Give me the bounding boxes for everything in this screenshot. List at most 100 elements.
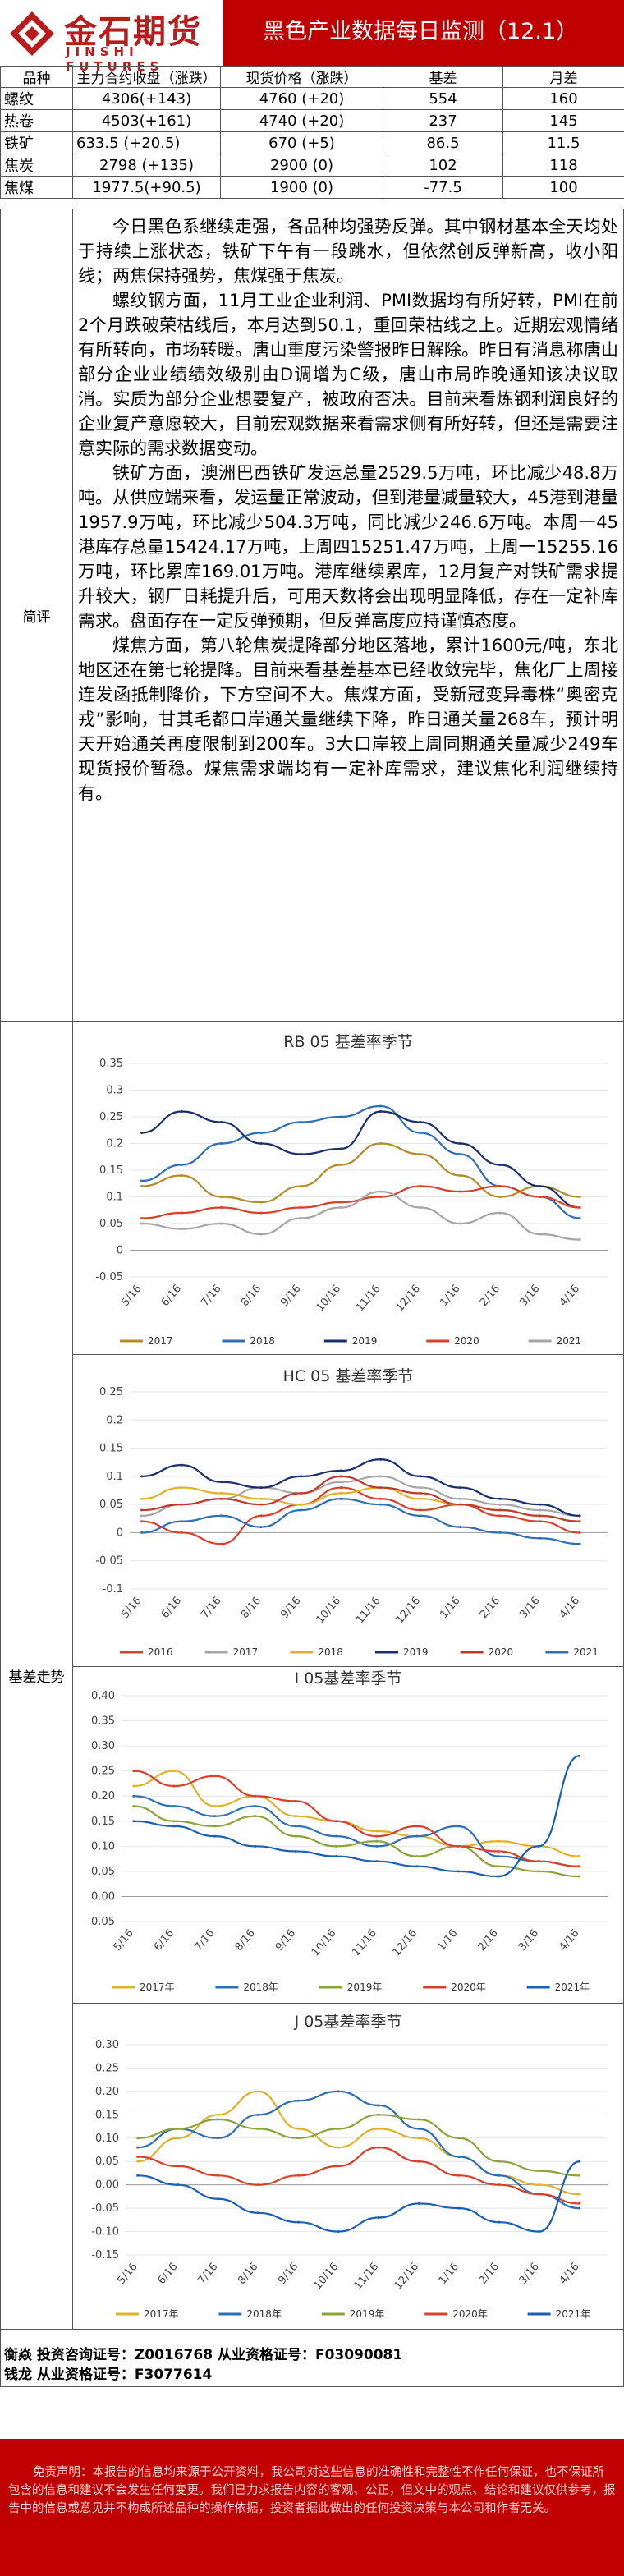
data-point <box>578 2206 581 2210</box>
data-point <box>337 2230 340 2234</box>
spot-price: 1900 (0) <box>220 176 383 199</box>
data-point <box>419 1185 422 1187</box>
x-tick-label: 9/16 <box>276 2261 301 2287</box>
y-tick-label: 0.15 <box>99 1443 123 1455</box>
x-tick-label: 1/16 <box>438 1595 462 1621</box>
data-point <box>177 2127 180 2130</box>
x-tick-label: 9/16 <box>278 1595 303 1621</box>
x-tick-group: 1/16 <box>438 1283 462 1309</box>
chart-hc05: HC 05 基差率季节 -0.1 -0.05 0 0.05 0.1 0.15 0.2 0.25 5… <box>72 1355 624 1667</box>
y-tick-label: 0.35 <box>91 1715 115 1728</box>
y-tick-label: 0.30 <box>91 1740 115 1752</box>
data-point <box>456 1844 459 1848</box>
x-tick-label: 11/16 <box>354 1283 383 1314</box>
series-line <box>141 1498 580 1545</box>
data-point <box>379 1104 383 1108</box>
data-point <box>498 1185 502 1187</box>
data-point <box>217 2118 220 2121</box>
data-point <box>498 1497 502 1500</box>
data-point <box>132 1794 135 1798</box>
data-point <box>172 1804 176 1807</box>
data-point <box>220 1481 223 1484</box>
legend-label: 2017 <box>233 1646 259 1658</box>
table-row: 焦煤 1977.5(+90.5) 1900 (0) -77.5 100 <box>0 176 624 199</box>
data-point <box>497 1839 500 1843</box>
data-point <box>539 1536 542 1540</box>
commentary-paragraph: 铁矿方面，澳洲巴西铁矿发运总量2529.5万吨，环比减少48.8万吨。从供应端来… <box>78 463 618 631</box>
x-tick-label: 3/16 <box>516 1927 541 1954</box>
legend-label: 2017年 <box>144 2308 179 2320</box>
data-point <box>259 1526 263 1529</box>
data-point <box>140 1531 144 1534</box>
data-point <box>497 1849 500 1853</box>
data-point <box>132 1770 135 1773</box>
x-tick-group: 12/16 <box>394 1595 424 1626</box>
product-name: 铁矿 <box>0 131 73 154</box>
data-point <box>294 1815 297 1818</box>
data-point <box>136 2174 140 2177</box>
data-point <box>539 1196 542 1198</box>
data-point <box>537 1860 540 1863</box>
data-point <box>140 1217 144 1219</box>
data-point <box>172 1825 176 1828</box>
x-tick-group: 6/16 <box>155 2261 180 2287</box>
data-point <box>136 2137 140 2140</box>
data-point <box>379 1503 383 1506</box>
spot-price: 4760 (+20) <box>220 87 383 110</box>
data-point <box>300 1185 303 1187</box>
data-point <box>300 1153 303 1155</box>
y-tick-label: 0.40 <box>91 1690 115 1702</box>
y-tick-label: 0.25 <box>91 1766 115 1778</box>
data-point <box>419 1153 422 1155</box>
y-tick-label: 0.15 <box>99 1164 123 1177</box>
x-tick-group: 8/16 <box>239 1283 264 1309</box>
data-point <box>379 1142 383 1145</box>
x-tick-group: 5/16 <box>115 2261 140 2287</box>
series-line <box>141 1475 580 1522</box>
y-tick-label: 0.20 <box>95 2086 119 2098</box>
data-point <box>459 1222 462 1225</box>
data-point <box>339 1497 342 1500</box>
x-tick-group: 7/16 <box>195 2261 220 2287</box>
data-point <box>220 1497 223 1500</box>
y-tick-label: 0.05 <box>99 1499 123 1511</box>
y-tick-label: -0.1 <box>103 1583 123 1596</box>
data-point <box>259 1514 263 1518</box>
legend-label: 2020 <box>454 1335 479 1347</box>
chart-rb05: RB 05 基差率季节 -0.05 0 0.05 0.1 0.15 0.2 0.25 0.3 0.… <box>72 1022 624 1355</box>
y-tick-label: 0.25 <box>95 2062 119 2074</box>
data-point <box>497 1865 500 1868</box>
data-point <box>254 1794 257 1798</box>
y-tick-label: 0.25 <box>99 1111 123 1123</box>
data-point <box>259 1233 263 1236</box>
data-point <box>213 1834 216 1838</box>
spot-price: 2900 (0) <box>220 154 383 177</box>
data-point <box>339 1475 342 1478</box>
data-point <box>459 1497 462 1500</box>
data-point <box>419 1132 422 1134</box>
data-point <box>180 1531 183 1534</box>
y-tick-label: 0.1 <box>106 1192 123 1204</box>
x-tick-label: 11/16 <box>350 1927 379 1958</box>
price-table: 品种 主力合约收盘（涨跌） 现货价格（涨跌） 基差 月差 螺纹 4306(+14… <box>0 66 624 199</box>
x-tick-group: 1/16 <box>437 2261 461 2287</box>
data-point <box>578 2174 581 2177</box>
data-point <box>459 1153 462 1155</box>
x-tick-label: 8/16 <box>236 2261 260 2287</box>
data-point <box>419 1508 422 1512</box>
x-tick-label: 12/16 <box>392 2261 422 2292</box>
data-point <box>537 1870 540 1873</box>
x-tick-group: 7/16 <box>199 1283 223 1309</box>
data-point <box>379 1497 383 1500</box>
data-point <box>498 2220 501 2224</box>
commentary-paragraph: 今日黑色系继续走强，各品种均强势反弹。其中钢材基本全天均处于持续上涨状态，铁矿下… <box>78 217 618 286</box>
data-point <box>497 1875 500 1878</box>
data-point <box>539 1185 542 1187</box>
legend-label: 2018年 <box>246 2308 282 2320</box>
x-tick-group: 11/16 <box>352 2261 382 2292</box>
data-point <box>339 1115 342 1118</box>
data-point <box>136 2160 140 2163</box>
x-tick-group: 4/16 <box>557 2261 582 2287</box>
x-tick-label: 4/16 <box>557 2261 582 2287</box>
data-point <box>136 2146 140 2149</box>
